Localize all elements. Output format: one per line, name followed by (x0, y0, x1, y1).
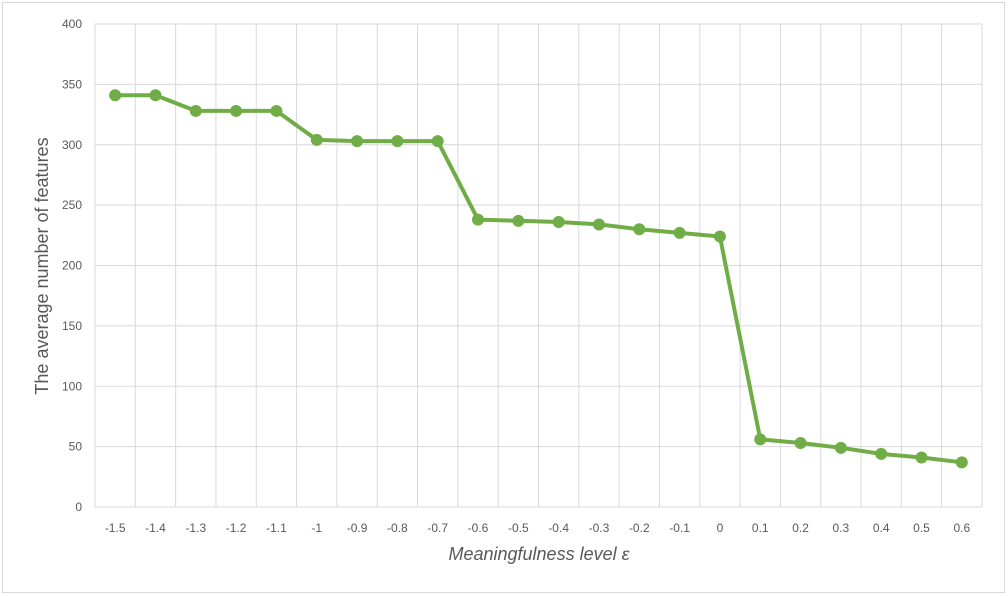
x-tick-label: -0.1 (669, 521, 690, 535)
x-tick-label: 0 (717, 521, 724, 535)
data-point (834, 441, 847, 454)
data-point (109, 89, 122, 102)
y-tick-label: 200 (62, 259, 82, 273)
data-point (915, 451, 928, 464)
x-tick-label: 0.1 (752, 521, 769, 535)
data-point (592, 218, 605, 231)
data-point (552, 216, 565, 229)
x-tick-label: 0.6 (953, 521, 970, 535)
x-tick-label: 0.2 (792, 521, 809, 535)
data-point (472, 213, 485, 226)
x-tick-label: -0.7 (427, 521, 448, 535)
data-point (149, 89, 162, 102)
y-tick-label: 300 (62, 138, 82, 152)
x-tick-label: -1.5 (105, 521, 126, 535)
data-point (391, 135, 404, 148)
x-tick-label: -1 (311, 521, 322, 535)
data-point (794, 437, 807, 450)
x-tick-label: -1.4 (145, 521, 166, 535)
data-series (109, 89, 968, 469)
data-point (270, 104, 283, 117)
y-tick-label: 400 (62, 17, 82, 31)
x-tick-label: -0.4 (548, 521, 569, 535)
y-tick-label: 150 (62, 319, 82, 333)
x-tick-label: -1.1 (266, 521, 287, 535)
data-point (189, 104, 202, 117)
data-point (754, 433, 767, 446)
y-tick-label: 350 (62, 77, 82, 91)
y-tick-label: 50 (69, 440, 83, 454)
x-tick-label: -1.3 (185, 521, 206, 535)
data-point (673, 226, 686, 239)
data-point (431, 135, 444, 148)
x-tick-label: 0.5 (913, 521, 930, 535)
data-point (230, 104, 243, 117)
data-point (955, 456, 968, 469)
data-point (351, 135, 364, 148)
x-tick-label: -0.9 (347, 521, 368, 535)
x-tick-label: 0.4 (873, 521, 890, 535)
x-tick-label: 0.3 (833, 521, 850, 535)
data-point (713, 230, 726, 243)
x-tick-label: -0.6 (468, 521, 489, 535)
x-tick-label: -1.2 (226, 521, 247, 535)
data-point (512, 214, 525, 227)
y-tick-label: 250 (62, 198, 82, 212)
series-line (113, 93, 964, 465)
data-point (633, 223, 646, 236)
data-point (310, 133, 323, 146)
x-tick-labels: -1.5 -1.4 -1.3 -1.2 -1.1 -1 -0.9 -0.8 -0.7 -0.6 -0… (105, 521, 971, 535)
x-tick-label: -0.5 (508, 521, 529, 535)
x-axis-title: Meaningfulness level ε (448, 544, 630, 564)
y-tick-label: 100 (62, 379, 82, 393)
x-tick-label: -0.3 (589, 521, 610, 535)
y-tick-label: 0 (75, 500, 82, 514)
data-point (875, 447, 888, 460)
y-axis-title: The average number of features (32, 137, 52, 394)
y-tick-labels: 0 50 100 150 200 250 300 350 400 (62, 17, 82, 514)
grid-lines (94, 23, 983, 508)
x-tick-label: -0.2 (629, 521, 650, 535)
x-tick-label: -0.8 (387, 521, 408, 535)
